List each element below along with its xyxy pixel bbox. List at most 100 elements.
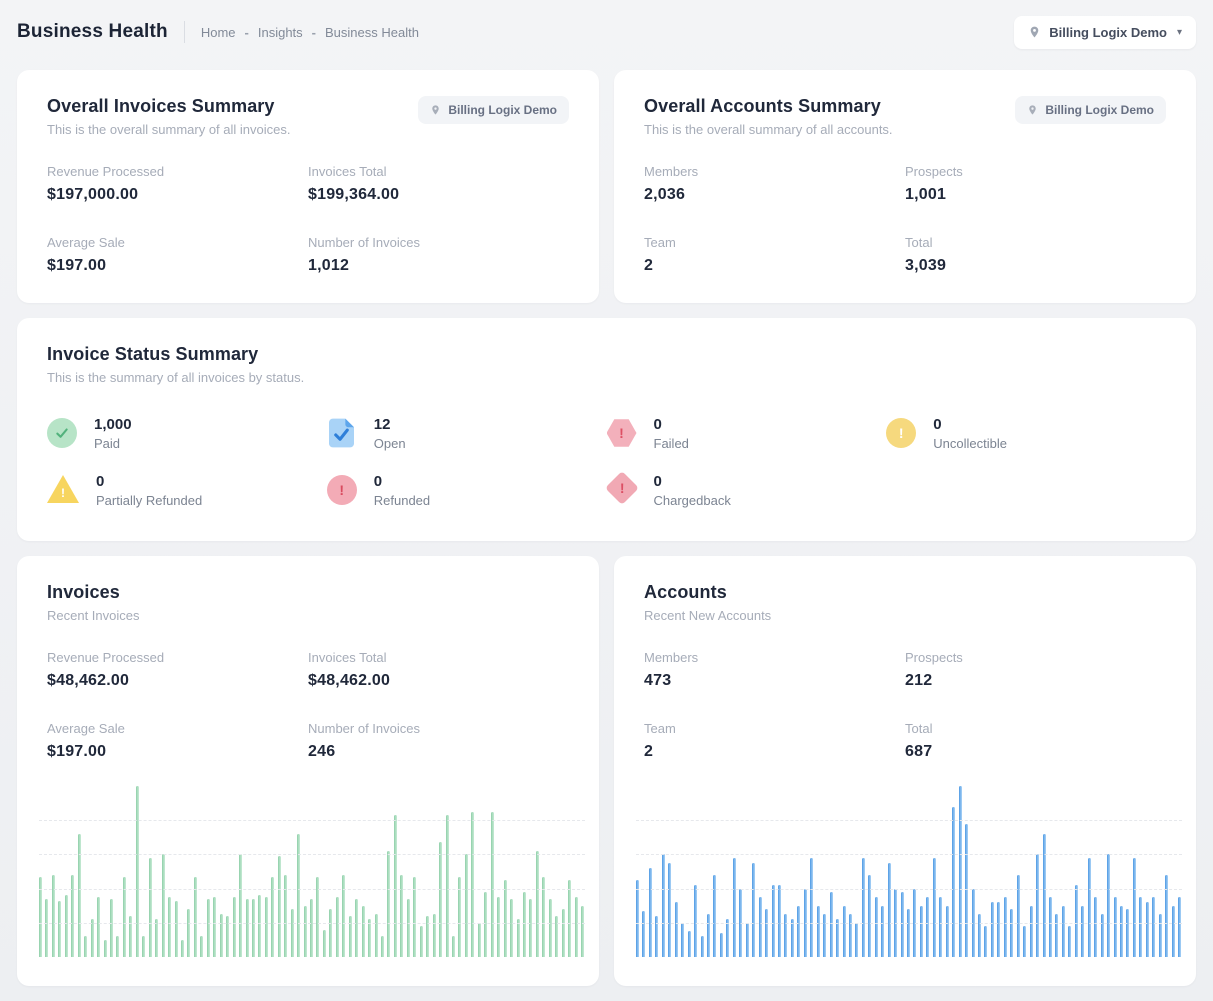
overall-invoices-summary-card: Overall Invoices Summary This is the ove… (17, 70, 599, 303)
chart-bar (39, 876, 42, 957)
chart-bar (894, 888, 898, 957)
chart-bar (958, 786, 962, 957)
chart-bar (419, 926, 423, 957)
chart-bar (965, 823, 969, 957)
chart-bar (432, 914, 436, 957)
chart-bar (681, 922, 685, 957)
chart-bar (1132, 857, 1136, 957)
chart-bar (568, 880, 572, 957)
chart-bar (161, 854, 165, 957)
stat-prospects: Prospects 1,001 (905, 164, 963, 203)
status-open: 12 Open (327, 416, 607, 451)
org-selector-dropdown[interactable]: Billing Logix Demo ▾ (1014, 15, 1196, 49)
chart-bar (393, 815, 397, 957)
chart-bar (771, 885, 775, 957)
card-title: Invoices (47, 582, 120, 602)
chart-bar (1152, 897, 1156, 957)
card-title: Overall Invoices Summary (47, 96, 275, 116)
chart-bar (926, 897, 930, 957)
chart-bar (303, 905, 307, 957)
accounts-bar-chart (636, 786, 1182, 957)
chart-bar (361, 905, 365, 957)
overall-accounts-summary-card: Overall Accounts Summary This is the ove… (614, 70, 1196, 303)
chart-bar (719, 933, 723, 957)
chart-bar (842, 905, 846, 957)
chart-bar (555, 915, 559, 957)
chart-bar (439, 842, 443, 957)
stat-members: Members 2,036 (644, 164, 699, 203)
chart-bar (726, 919, 730, 957)
chart-bar (1100, 914, 1104, 957)
hexagon-exclamation-icon: ! (606, 419, 637, 447)
chart-bar (103, 939, 107, 957)
invoices-bar-chart (39, 786, 585, 957)
chart-bar (874, 897, 878, 957)
chart-bar (174, 900, 178, 957)
chart-bar (836, 919, 840, 957)
card-subtitle: This is the summary of all invoices by s… (47, 370, 305, 385)
chart-bar (752, 862, 756, 957)
chart-bar (477, 922, 481, 957)
org-selector-label: Billing Logix Demo (1049, 24, 1167, 40)
chart-bar (452, 936, 455, 957)
circle-exclamation-icon: ! (326, 475, 357, 505)
chart-bar (932, 857, 936, 957)
chart-bar (406, 898, 410, 957)
chart-bar (1113, 897, 1117, 957)
stat-average-sale: Average Sale $197.00 (47, 235, 125, 274)
card-title: Accounts (644, 582, 727, 602)
chart-bar (342, 874, 346, 957)
card-subtitle: This is the overall summary of all accou… (644, 122, 893, 137)
chart-bar (497, 897, 501, 957)
chart-bar (758, 897, 762, 957)
chart-bar (148, 857, 152, 957)
chart-bar (636, 880, 639, 957)
breadcrumb-insights[interactable]: Insights (257, 24, 303, 40)
chart-bar (997, 902, 1001, 957)
stat-number-of-invoices: Number of Invoices 1,012 (308, 235, 420, 274)
chart-bar (990, 902, 994, 957)
chart-bar (1087, 857, 1091, 957)
chart-bar (387, 850, 391, 957)
chart-bar (1036, 854, 1040, 957)
chart-bar (913, 888, 917, 957)
chart-bar (945, 905, 949, 957)
chart-bar (668, 862, 672, 957)
chart-bar (64, 895, 68, 957)
chart-bar (1126, 909, 1130, 957)
chart-bar (484, 892, 488, 957)
chart-bar (413, 876, 417, 957)
chart-bar (732, 857, 736, 957)
chart-bar (381, 936, 385, 957)
chart-bar (471, 811, 475, 957)
stat-total: Total 3,039 (905, 235, 947, 274)
chart-bar (522, 892, 526, 957)
chart-bar (1145, 902, 1149, 957)
chart-bar (1165, 874, 1169, 957)
org-badge: Billing Logix Demo (1015, 96, 1166, 124)
diamond-exclamation-icon: ! (604, 471, 639, 505)
breadcrumb-home[interactable]: Home (200, 24, 236, 40)
chart-bar (978, 914, 982, 957)
invoice-status-summary-card: Invoice Status Summary This is the summa… (17, 318, 1196, 541)
chart-bar (1023, 926, 1027, 957)
org-badge-label: Billing Logix Demo (1045, 103, 1154, 117)
circle-exclamation-icon: ! (886, 418, 917, 448)
chart-bar (861, 857, 865, 957)
chart-bar (1049, 897, 1052, 957)
stat-invoices-total: Invoices Total $199,364.00 (308, 164, 400, 203)
chart-bar (661, 854, 665, 957)
chart-bar (206, 898, 210, 957)
chart-bar (116, 936, 120, 957)
chart-bar (193, 876, 197, 957)
chart-bar (868, 874, 872, 957)
org-badge: Billing Logix Demo (418, 96, 569, 124)
card-subtitle: Recent New Accounts (644, 608, 772, 623)
chart-bar (374, 914, 378, 957)
chart-bar (561, 909, 565, 957)
stat-revenue-processed: Revenue Processed $48,462.00 (47, 650, 165, 689)
chart-bar (109, 898, 113, 957)
breadcrumb-current: Business Health (325, 24, 419, 40)
location-pin-icon (1030, 26, 1039, 38)
business-health-page: Business Health Home - Insights - Busine… (0, 9, 1213, 986)
